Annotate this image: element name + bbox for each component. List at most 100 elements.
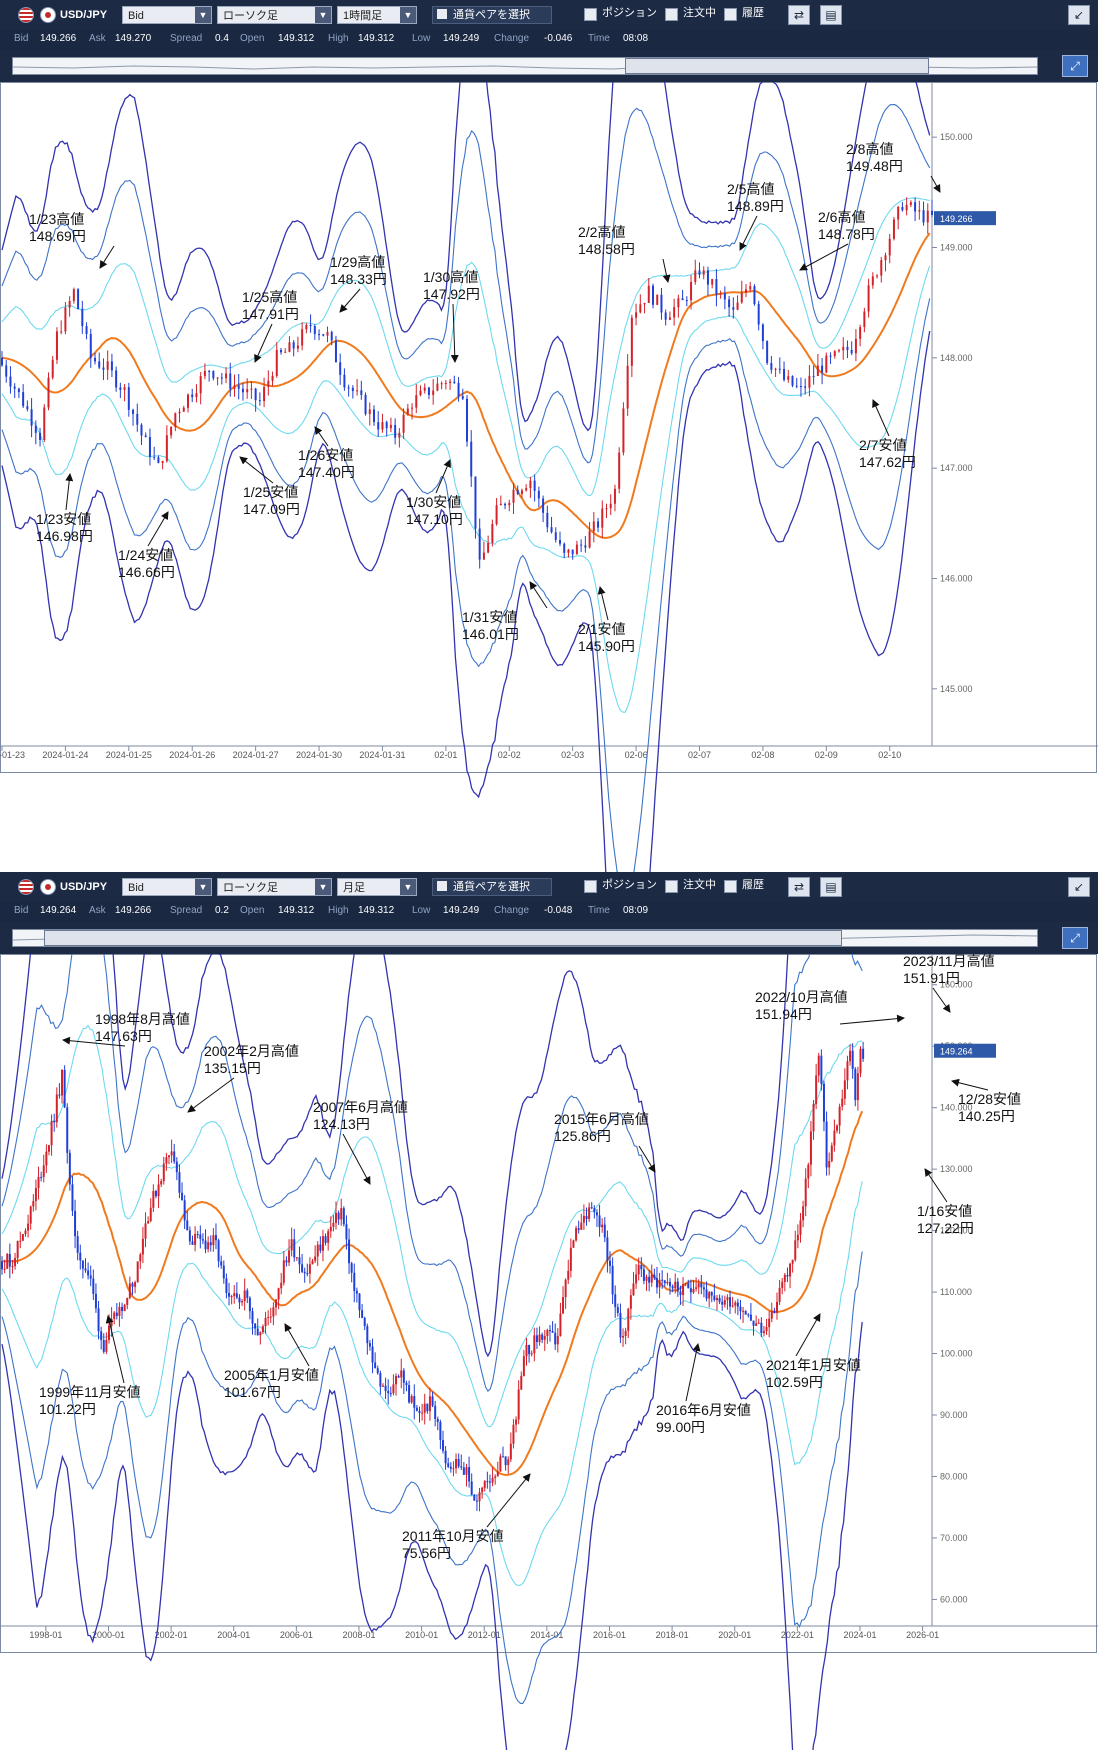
select-pair-button[interactable]: 通貨ペアを選択	[432, 878, 552, 896]
candle-body	[161, 461, 164, 463]
spread-value: 0.4	[215, 33, 229, 44]
candle-body	[854, 338, 857, 354]
chart-type-select[interactable]: ローソク足 ▼	[217, 6, 332, 24]
candle-body	[326, 331, 329, 336]
chart-type-select[interactable]: ローソク足 ▼	[217, 878, 332, 896]
open-value: 149.312	[278, 905, 315, 916]
position-checkbox[interactable]	[584, 880, 597, 893]
candle-body	[55, 331, 58, 360]
timeframe-select[interactable]: 月足 ▼	[337, 878, 417, 896]
candle-body	[462, 1467, 465, 1475]
candle-body	[749, 1314, 752, 1321]
candle-body	[817, 1055, 820, 1076]
select-pair-button[interactable]: 通貨ペアを選択	[432, 6, 552, 24]
checkbox-icon	[437, 881, 447, 891]
candle-body	[508, 502, 511, 506]
swap-icon[interactable]: ⇄	[788, 877, 810, 897]
annotation-value: 127.22円	[917, 1220, 974, 1236]
window-icon[interactable]: ▤	[820, 5, 842, 25]
candle-body	[481, 1487, 484, 1493]
hourly-candlestick-chart: 145.000 146.000 147.000 148.000 149.000 150.0…	[0, 82, 1098, 872]
band-1sigma-lower	[1, 265, 931, 713]
swap-icon[interactable]: ⇄	[788, 5, 810, 25]
candle-body	[679, 1291, 682, 1296]
annotation-arrow	[486, 1473, 531, 1528]
candle-body	[640, 1264, 643, 1270]
candle-body	[195, 393, 198, 398]
candle-body	[123, 387, 126, 390]
expand-icon[interactable]: ⤢	[1062, 927, 1088, 949]
navigator-thumb[interactable]	[625, 58, 930, 74]
collapse-icon[interactable]: ↙	[1068, 5, 1090, 25]
candle-body	[635, 312, 638, 318]
chart-frame	[0, 954, 1097, 1653]
annotation-value: 101.22円	[39, 1401, 96, 1417]
current-price-label: 149.264	[940, 1047, 973, 1057]
annotation-arrow	[450, 303, 459, 363]
candle-body	[415, 1407, 418, 1411]
candle-body	[233, 385, 236, 389]
annotation-title: 1/23高値	[29, 211, 84, 227]
candle-body	[410, 1396, 413, 1403]
candle-body	[376, 1368, 379, 1374]
candle-body	[371, 1346, 374, 1363]
annotation-title: 1/29高値	[330, 254, 385, 270]
candle-body	[212, 1235, 215, 1246]
change-value: -0.048	[544, 905, 573, 916]
candle-body	[340, 1208, 343, 1220]
candle-body	[781, 1281, 784, 1288]
order-checkbox[interactable]	[665, 880, 678, 893]
candle-body	[474, 476, 477, 529]
annotation-value: 125.86円	[554, 1128, 611, 1144]
band-1sigma-upper	[1, 1024, 863, 1428]
order-checkbox[interactable]	[665, 8, 678, 21]
quote-bar: Bid 149.264 Ask 149.266 Spread 0.2 Open …	[0, 902, 1098, 922]
candle-body	[884, 255, 887, 261]
candle-body	[922, 210, 925, 223]
candle-body	[926, 210, 929, 223]
navigator-track[interactable]	[12, 929, 1038, 947]
candle-body	[849, 1050, 852, 1062]
candle-body	[569, 1247, 572, 1271]
candle-body	[918, 210, 921, 212]
history-checkbox[interactable]	[724, 880, 737, 893]
candle-body	[345, 1224, 348, 1240]
x-tick-label: 2020-01	[718, 1630, 751, 1640]
expand-icon[interactable]: ⤢	[1062, 55, 1088, 77]
x-tick-label: 2024-01-25	[106, 750, 152, 760]
candle-body	[684, 1283, 687, 1285]
candle-body	[379, 1373, 382, 1387]
window-icon[interactable]: ▤	[820, 877, 842, 897]
candle-body	[389, 424, 392, 429]
x-tick-label: 02-01	[434, 750, 457, 760]
navigator-thumb[interactable]	[43, 930, 843, 946]
candle-body	[488, 1481, 491, 1483]
position-checkbox[interactable]	[584, 8, 597, 21]
candle-body	[567, 1270, 570, 1280]
price-type-select[interactable]: Bid ▼	[122, 6, 212, 24]
candle-body	[144, 435, 147, 438]
candle-body	[418, 1410, 421, 1413]
candle-body	[702, 1287, 705, 1290]
candle-body	[165, 1157, 168, 1164]
history-checkbox[interactable]	[724, 8, 737, 21]
candle-body	[339, 362, 342, 375]
candle-body	[94, 1293, 97, 1309]
candle-body	[402, 414, 405, 433]
candle-body	[68, 301, 71, 308]
price-type-select[interactable]: Bid ▼	[122, 878, 212, 896]
candle-body	[402, 1370, 405, 1383]
timeframe-select[interactable]: 1時間足 ▼	[337, 6, 417, 24]
annotation-value: 147.92円	[423, 286, 480, 302]
navigator-track[interactable]	[12, 57, 1038, 75]
candle-body	[457, 1459, 460, 1467]
candle-body	[629, 1295, 632, 1309]
candle-body	[168, 1155, 171, 1158]
annotation-arrow	[65, 473, 74, 511]
candle-body	[533, 1335, 536, 1354]
annotation-arrow	[239, 456, 274, 484]
collapse-icon[interactable]: ↙	[1068, 877, 1090, 897]
candle-body	[622, 408, 625, 453]
annotation-arrow	[930, 175, 941, 193]
candle-body	[186, 1220, 189, 1231]
